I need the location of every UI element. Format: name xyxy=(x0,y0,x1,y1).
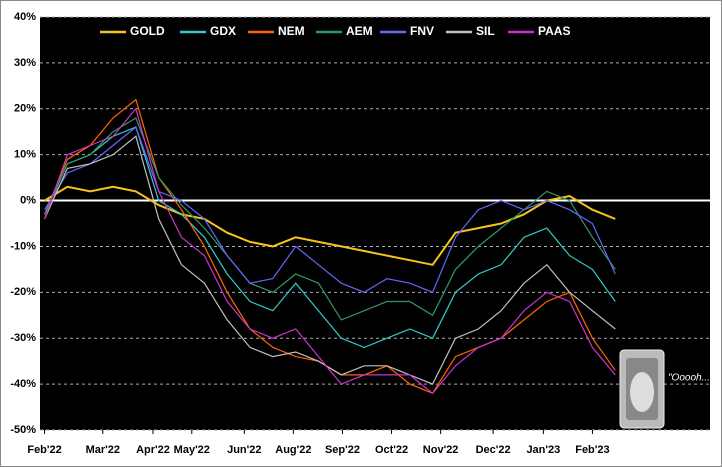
x-tick-label: Jun'22 xyxy=(227,444,261,456)
y-tick-label: 0% xyxy=(20,194,36,206)
y-tick-label: 20% xyxy=(14,103,36,115)
x-tick-label: Nov'22 xyxy=(423,444,459,456)
series-line xyxy=(44,117,616,321)
x-tick-label: Apr'22 xyxy=(136,444,170,456)
annotation: "Ooooh..." xyxy=(668,373,714,384)
series-line xyxy=(44,126,616,294)
x-tick-label: Mar'22 xyxy=(86,444,120,456)
legend-label: AEM xyxy=(346,24,373,38)
x-tick-label: Aug'22 xyxy=(275,444,311,456)
y-tick-label: -10% xyxy=(10,240,36,252)
x-tick-label: Sep'22 xyxy=(325,444,360,456)
y-tick-label: -40% xyxy=(10,378,36,390)
x-tick-label: May'22 xyxy=(174,444,210,456)
y-tick-label: 30% xyxy=(14,57,36,69)
legend-label: GDX xyxy=(210,24,236,38)
plot-area xyxy=(40,17,710,430)
legend-label: FNV xyxy=(410,24,434,38)
legend-label: PAAS xyxy=(538,24,570,38)
x-tick-label: Feb'22 xyxy=(27,444,61,456)
y-tick-label: 40% xyxy=(14,11,36,23)
series-line xyxy=(44,135,616,385)
bar-icon xyxy=(619,349,665,429)
x-tick-label: Jan'23 xyxy=(526,444,560,456)
y-tick-label: -20% xyxy=(10,286,36,298)
legend-label: NEM xyxy=(278,24,305,38)
legend-label: GOLD xyxy=(130,24,165,38)
x-tick-label: Oct'22 xyxy=(375,444,408,456)
y-tick-label: -30% xyxy=(10,332,36,344)
series-line xyxy=(44,185,616,266)
y-tick-label: -50% xyxy=(10,424,36,436)
series-line xyxy=(44,107,616,395)
y-tick-label: 10% xyxy=(14,149,36,161)
x-tick-label: Feb'23 xyxy=(575,444,609,456)
legend-label: SIL xyxy=(476,24,495,38)
x-tick-label: Dec'22 xyxy=(476,444,511,456)
